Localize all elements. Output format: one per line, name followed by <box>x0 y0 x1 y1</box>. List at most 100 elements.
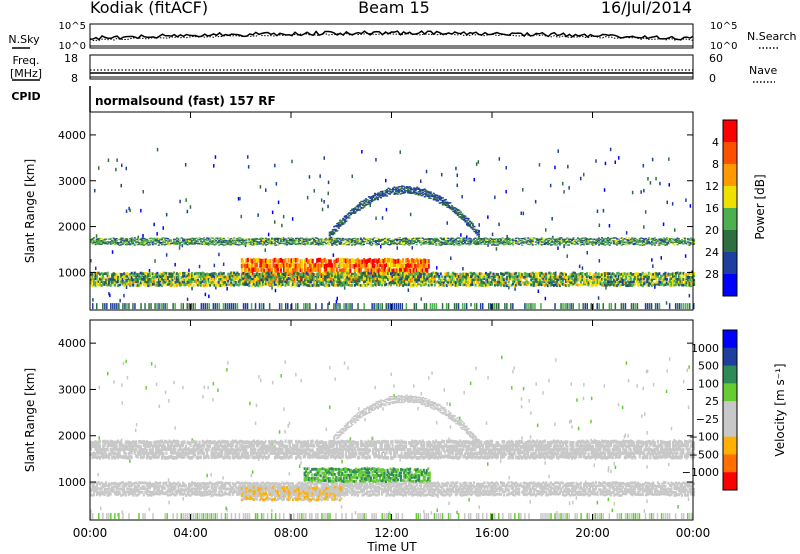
nsky-tick-bottom: 10^0 <box>59 41 86 52</box>
echo-cell <box>581 272 584 275</box>
echo-cell <box>96 243 99 245</box>
echo-cell <box>452 207 455 210</box>
echo-cell <box>558 277 561 281</box>
echo-cell <box>576 240 579 242</box>
echo-cell <box>273 283 276 286</box>
echo-cell <box>341 237 344 240</box>
echo-cell <box>525 279 528 283</box>
echo-cell <box>369 197 372 200</box>
echo-cell <box>340 240 343 242</box>
echo-cell <box>620 283 623 286</box>
echo-cell <box>527 243 530 245</box>
echo-cell <box>400 277 403 283</box>
echo-cell <box>358 205 361 207</box>
echo-cell <box>337 241 340 243</box>
echo-cell <box>664 241 667 244</box>
echo-cell <box>240 241 243 244</box>
echo-cell <box>192 278 195 281</box>
echo-cell <box>305 237 308 239</box>
echo-cell <box>172 240 175 243</box>
echo-cell <box>592 281 595 285</box>
echo-cell <box>346 271 349 275</box>
echo-cell <box>182 241 185 243</box>
echo-noise <box>401 303 404 310</box>
echo-cell <box>617 271 620 275</box>
echo-cell <box>397 241 400 243</box>
echo-cell <box>115 242 118 244</box>
echo-cell <box>586 243 589 245</box>
echo-cell <box>519 283 522 287</box>
echo-speckle <box>674 228 676 232</box>
echo-cell <box>252 274 255 278</box>
echo-cell <box>286 239 289 241</box>
echo-cell <box>450 283 453 287</box>
echo-cell <box>662 241 665 243</box>
echo-cell <box>322 244 325 246</box>
echo-cell <box>120 275 123 278</box>
echo-speckle <box>264 248 266 252</box>
echo-noise <box>287 303 289 310</box>
echo-cell <box>370 271 373 275</box>
echo-cell <box>316 240 319 242</box>
echo-cell <box>464 215 467 217</box>
nave-tick-top: 60 <box>709 52 723 65</box>
echo-noise <box>228 303 231 310</box>
echo-cell <box>509 240 512 242</box>
echo-cell <box>485 283 488 287</box>
echo-cell <box>394 271 397 275</box>
echo-cell <box>451 271 454 275</box>
echo-cell <box>183 278 186 282</box>
echo-cell <box>248 243 251 245</box>
echo-cell <box>551 237 554 239</box>
echo-cell <box>439 237 442 239</box>
echo-cell <box>604 240 607 243</box>
echo-cell <box>275 276 278 281</box>
echo-cell <box>163 241 166 244</box>
echo-cell <box>136 284 139 287</box>
echo-cell <box>497 283 500 287</box>
echo-cell <box>415 264 418 269</box>
echo-cell <box>343 219 346 221</box>
echo-cell <box>387 187 390 190</box>
echo-cell <box>150 239 153 242</box>
echo-cell <box>255 272 258 278</box>
echo-cell <box>191 240 194 242</box>
echo-cell <box>239 243 242 246</box>
echo-cell <box>587 283 590 287</box>
echo-cell <box>227 243 230 245</box>
echo-cell <box>546 241 549 243</box>
echo-cell <box>346 268 349 274</box>
echo-cell <box>135 238 138 241</box>
echo-cell <box>364 240 367 243</box>
echo-cell <box>279 240 282 242</box>
echo-cell <box>293 239 296 241</box>
echo-cell <box>542 274 545 278</box>
echo-cell <box>147 273 150 276</box>
echo-cell <box>463 283 466 286</box>
echo-cell <box>448 280 451 284</box>
echo-noise <box>194 303 196 310</box>
echo-cell <box>403 241 406 243</box>
echo-noise <box>510 303 512 310</box>
echo-cell <box>469 277 472 281</box>
echo-cell <box>100 237 103 240</box>
echo-speckle <box>498 157 501 161</box>
echo-cell <box>510 239 513 241</box>
echo-cell <box>388 281 391 285</box>
echo-cell <box>367 196 370 198</box>
echo-cell <box>399 188 402 190</box>
echo-cell <box>450 274 453 278</box>
echo-cell <box>533 277 536 281</box>
echo-cell <box>249 239 252 241</box>
echo-cell <box>105 281 108 285</box>
echo-noise <box>208 303 211 310</box>
echo-cell <box>537 278 540 282</box>
echo-cell <box>371 274 374 278</box>
echo-cell <box>254 280 257 284</box>
echo-cell <box>579 239 582 242</box>
echo-cell <box>477 278 480 281</box>
echo-cell <box>228 281 231 284</box>
echo-cell <box>634 237 637 240</box>
echo-cell <box>310 271 313 275</box>
echo-noise <box>634 303 637 310</box>
